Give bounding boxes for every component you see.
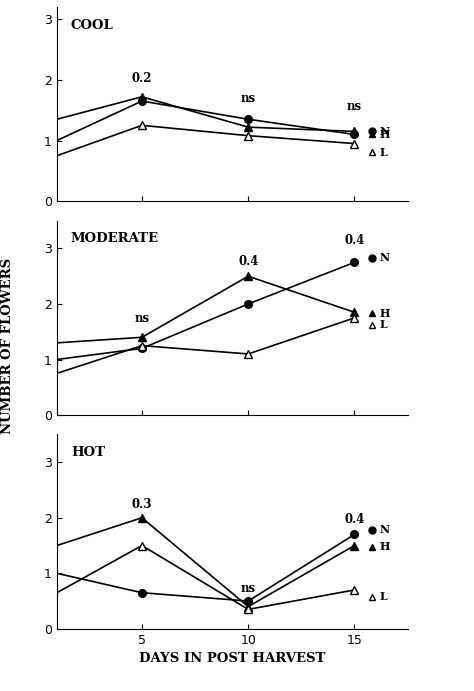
Text: COOL: COOL <box>71 19 114 32</box>
Text: 0.4: 0.4 <box>344 234 365 247</box>
X-axis label: DAYS IN POST HARVEST: DAYS IN POST HARVEST <box>139 652 326 665</box>
Text: N: N <box>380 524 390 536</box>
Text: MODERATE: MODERATE <box>71 232 159 245</box>
Text: ns: ns <box>241 93 256 105</box>
Text: H: H <box>380 129 391 140</box>
Text: 0.4: 0.4 <box>238 255 258 268</box>
Text: L: L <box>380 591 388 602</box>
Text: N: N <box>380 252 390 263</box>
Text: ns: ns <box>241 583 256 596</box>
Text: 0.2: 0.2 <box>132 72 152 85</box>
Text: ns: ns <box>347 100 362 113</box>
Text: 0.4: 0.4 <box>344 513 365 526</box>
Text: L: L <box>380 319 388 330</box>
Text: H: H <box>380 308 391 319</box>
Text: HOT: HOT <box>71 446 105 459</box>
Text: ns: ns <box>134 312 149 325</box>
Text: 0.3: 0.3 <box>132 498 152 511</box>
Text: NUMBER OF FLOWERS: NUMBER OF FLOWERS <box>0 258 14 433</box>
Text: H: H <box>380 541 391 552</box>
Text: N: N <box>380 126 390 137</box>
Text: L: L <box>380 146 388 158</box>
